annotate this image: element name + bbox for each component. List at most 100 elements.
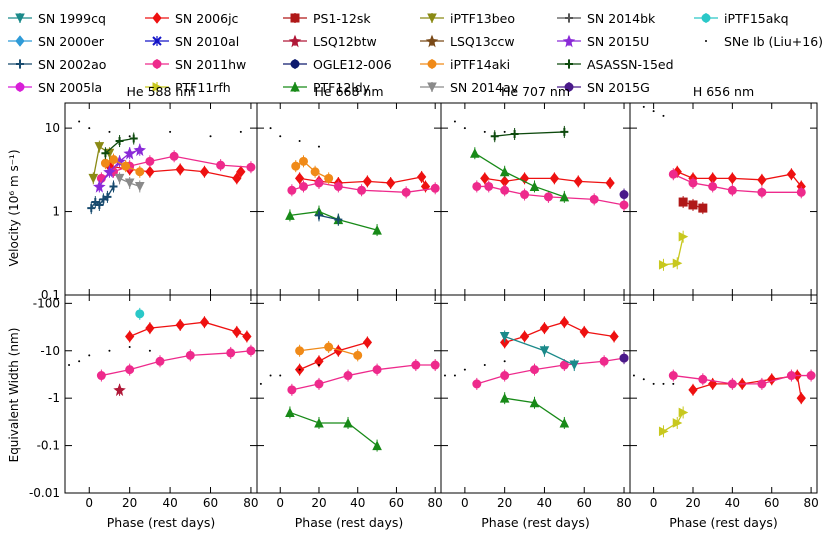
data-point [698, 374, 708, 384]
data-point [796, 392, 806, 404]
data-point [125, 330, 135, 343]
data-point [232, 326, 242, 338]
series [285, 205, 382, 237]
series-line [692, 374, 802, 399]
data-point [169, 151, 179, 161]
data-point [579, 326, 589, 338]
data-point [314, 379, 324, 389]
series [285, 406, 382, 452]
data-point [100, 158, 110, 168]
data-point [672, 258, 683, 269]
x-axis-label: Phase (rest days) [669, 515, 778, 530]
legend-marker [705, 40, 707, 42]
panel-ew-3: 0 20 40 60 80 Phase (rest days) [629, 294, 819, 530]
data-point [484, 181, 494, 191]
data-point [678, 231, 689, 242]
y-tick-label: 1 [52, 205, 60, 219]
series [499, 330, 580, 372]
data-point [499, 331, 510, 342]
data-point [362, 175, 373, 188]
legend-marker [15, 13, 25, 24]
series [287, 359, 440, 396]
data-point [786, 371, 796, 381]
data-point [672, 418, 683, 428]
legend-entry: PTF11rfh [145, 80, 231, 95]
data-point [539, 346, 550, 356]
series [470, 147, 570, 203]
data-point [232, 172, 242, 185]
data-point [688, 178, 698, 188]
data-point [314, 178, 324, 188]
data-point [480, 172, 490, 185]
data-point [619, 190, 629, 200]
data-point [672, 382, 675, 385]
legend-label: SN 2014av [450, 80, 519, 95]
data-point [353, 350, 363, 360]
series [472, 180, 629, 211]
legend-marker [701, 13, 711, 23]
data-point [503, 360, 506, 363]
data-point [453, 374, 456, 377]
legend-label: iPTF13beo [450, 11, 515, 26]
legend-entry: PS1-12sk [283, 11, 371, 26]
series-line [299, 341, 368, 371]
series [619, 188, 629, 201]
x-axis-label: Phase (rest days) [295, 515, 404, 530]
data-point [123, 146, 136, 160]
legend-marker [564, 82, 574, 92]
y-tick-label: -1 [48, 391, 60, 405]
series [499, 392, 570, 429]
data-point [88, 354, 91, 357]
data-point [88, 173, 99, 184]
data-point [539, 322, 550, 334]
data-point [529, 397, 540, 408]
data-point [411, 360, 421, 370]
data-point [91, 198, 100, 207]
data-point [483, 130, 486, 133]
legend-label: iPTF14aki [450, 57, 510, 72]
legend-marker [427, 82, 437, 93]
series [668, 369, 816, 390]
data-point [708, 181, 718, 191]
data-point [285, 210, 295, 220]
data-point [209, 135, 212, 138]
x-tick-label: 80 [428, 496, 443, 510]
series [259, 364, 320, 385]
data-point [199, 316, 210, 329]
data-point [757, 174, 767, 186]
legend-label: SN 2006jc [175, 11, 239, 26]
data-point [372, 224, 382, 235]
legend-entry: iPTF13beo [420, 11, 515, 26]
panel-frame [64, 294, 258, 494]
legend-marker [290, 59, 300, 69]
data-point [113, 383, 126, 397]
panel-title: He 707 nm [501, 84, 570, 99]
x-tick-label: 0 [276, 496, 284, 510]
data-point [259, 382, 262, 385]
data-point [99, 195, 108, 204]
panel-velocity-0: He 588 nm 0.1 1 10 [41, 84, 258, 302]
data-point [333, 181, 343, 191]
series [500, 316, 619, 349]
data-point [269, 127, 272, 130]
legend-entry: ASASSN-15ed [557, 57, 674, 72]
data-point [510, 130, 519, 139]
x-tick-label: 0 [461, 496, 469, 510]
series [287, 176, 440, 199]
data-point [530, 365, 540, 375]
data-point [786, 168, 797, 181]
series [678, 196, 708, 215]
data-point [688, 200, 698, 210]
panel-ew-0: 0 20 40 60 80 Phase (rest days) -0.01 -0.1 -1 -10… [29, 294, 259, 530]
series [480, 172, 615, 189]
y-tick-label: 10 [45, 121, 60, 135]
legend-label: SN 2010al [175, 34, 239, 49]
data-point [678, 197, 688, 207]
panel-frame [629, 294, 818, 494]
panel-frame [629, 102, 818, 296]
data-point [145, 322, 155, 334]
data-point [96, 371, 106, 381]
data-point [463, 127, 466, 130]
data-point [416, 171, 427, 183]
x-tick-label: 80 [803, 496, 818, 510]
